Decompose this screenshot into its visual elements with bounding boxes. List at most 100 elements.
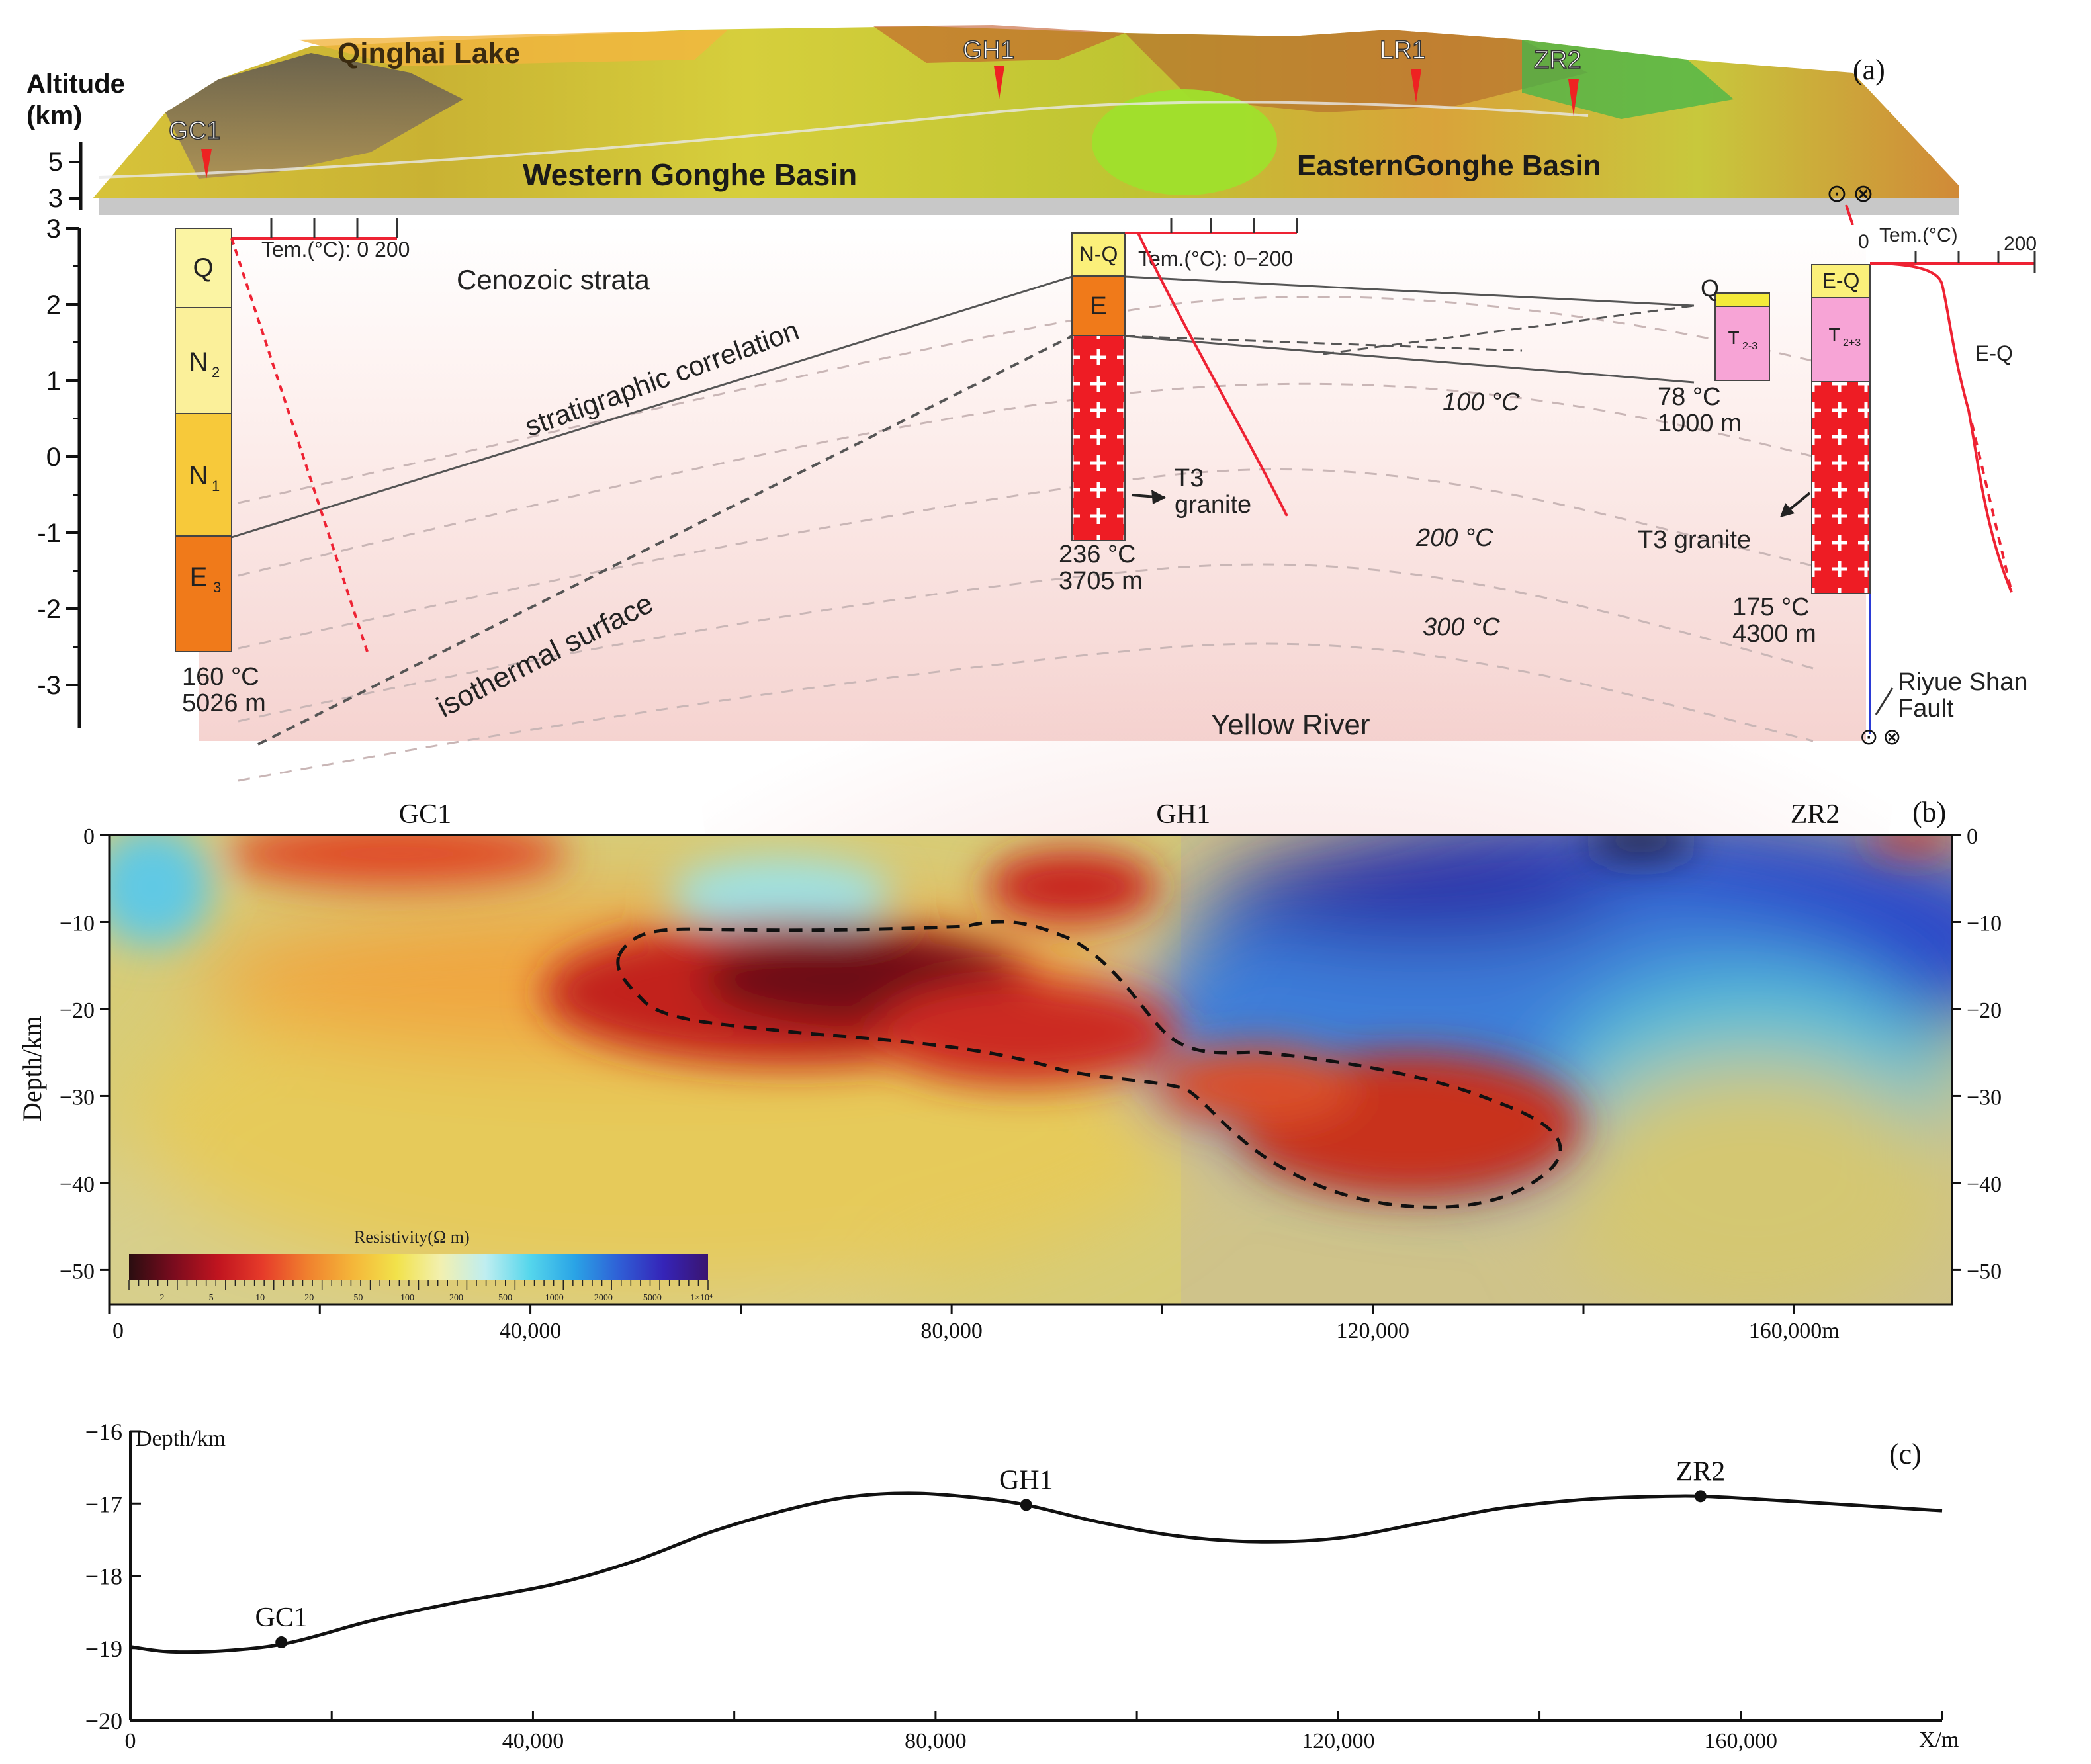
lr1-marker-icon — [1411, 69, 1421, 103]
panel-c-label: (c) — [1889, 1438, 1922, 1470]
colorbar-tick-label: 500 — [498, 1293, 512, 1303]
panel-b-axes: 0 0 −10 −10 −20 −20 −30 −30 −40 −40 −50 −50 0 40,000 8… — [60, 824, 2002, 1343]
gc1-marker-icon — [201, 149, 212, 179]
panel-c-x-tick-label: 40,000 — [502, 1729, 564, 1753]
svg-text:E: E — [190, 562, 208, 592]
well-marker-gh1: GH1 — [962, 36, 1015, 99]
panel-b-left-tick-label: −10 — [60, 911, 95, 936]
panel-c-axes: −16 −17 −18 −19 −200 40,000 80,000 120,000 160,0… — [85, 1419, 1943, 1753]
lr1-bottom-temp: 78 °C — [1658, 383, 1720, 411]
gh1-bottom-depth: 3705 m — [1059, 567, 1143, 595]
colorbar-tick-label: 5000 — [643, 1293, 662, 1303]
qinghai-lake-label: Qinghai Lake — [337, 37, 520, 69]
strike-slip-out-icon: ⊙ — [1826, 180, 1847, 208]
fault-label-line2: Fault — [1898, 695, 1954, 723]
section-altitude-ticks: 3 2 1 0 -1 -2 -3 — [37, 214, 79, 700]
yellow-river-label: Yellow River — [1211, 709, 1370, 741]
depth-curve — [130, 1491, 1943, 1654]
isotherm-300-label: 300 °C — [1423, 613, 1500, 641]
fault-label: Riyue Shan — [1898, 668, 2027, 696]
panel-b-right-tick-label: −30 — [1967, 1085, 2002, 1110]
resistivity-colorbar: Resistivity(Ω m) 2 5 10 20 50 100 200 500 1000 20… — [128, 1227, 713, 1303]
svg-text:1: 1 — [212, 478, 220, 494]
gh1-granite-arrow-icon — [1151, 490, 1166, 504]
zr2-column: E-Q T 2+3 — [1811, 264, 1871, 594]
panel-b-right-tick-label: −10 — [1967, 911, 2002, 936]
zr2-bottom-depth: 4300 m — [1732, 620, 1816, 648]
panel-c-x-tick-label: 0 — [125, 1729, 136, 1753]
colorbar-tick-label: 200 — [449, 1293, 463, 1303]
terrain-tick-3: 3 — [48, 184, 63, 213]
gh1-marker-icon — [994, 66, 1004, 99]
panel-b-left-tick-label: −30 — [60, 1085, 95, 1110]
panel-c-y-tick-label: −19 — [85, 1636, 122, 1662]
svg-text:3: 3 — [213, 579, 221, 595]
panel-b-right-tick-label: −50 — [1967, 1259, 2002, 1284]
colorbar-tick-label: 1×10⁴ — [690, 1293, 713, 1303]
section-altitude-tick-label: -2 — [37, 595, 61, 624]
isotherm-100-label: 100 °C — [1443, 388, 1520, 416]
colorbar-tick-label: 100 — [400, 1293, 414, 1303]
panel-a-label: (a) — [1853, 54, 1885, 86]
svg-text:GH1: GH1 — [963, 36, 1014, 64]
colorbar-tick-label: 1000 — [545, 1293, 564, 1303]
panel-b-x-tick-label: 0 — [112, 1319, 124, 1343]
svg-text:GC1: GC1 — [169, 117, 220, 145]
cenozoic-strata-label: Cenozoic strata — [457, 264, 650, 295]
panel-b-well-label: GH1 — [1156, 799, 1210, 830]
panel-c-y-tick-label: −16 — [85, 1419, 122, 1445]
svg-text:T: T — [1728, 328, 1739, 348]
isotherm-200-label: 200 °C — [1415, 524, 1493, 552]
strike-slip-in-icon: ⊗ — [1853, 180, 1874, 208]
svg-text:Q: Q — [1701, 275, 1719, 302]
terrain-tick-5: 5 — [48, 148, 63, 177]
panel-b-left-tick-label: 0 — [83, 824, 95, 849]
zr2-curve-label: E-Q — [1975, 341, 2013, 365]
panel-c-well-point — [1694, 1490, 1707, 1503]
panel-b-x-tick-label: 120,000 — [1336, 1319, 1409, 1343]
well-marker-gc1: GC1 — [168, 116, 221, 179]
panel-c-y-tick-label: −17 — [85, 1491, 122, 1517]
colorbar-tick-label: 10 — [255, 1293, 265, 1303]
svg-text:Q: Q — [193, 253, 213, 283]
panel-b-left-tick-label: −20 — [60, 998, 95, 1023]
panel-c-well-point — [1020, 1499, 1032, 1511]
lr1-column: Q T 2-3 — [1701, 275, 1770, 381]
panel-b-left-tick-label: −40 — [60, 1172, 95, 1197]
panel-b-label: (b) — [1912, 796, 1946, 828]
svg-text:N: N — [189, 461, 208, 490]
panel-c-y-tick-label: −18 — [85, 1564, 122, 1590]
panel-c-x-tick-label: 160,000 — [1705, 1729, 1778, 1753]
panel-c-wells: GC1 GH1 ZR2 — [255, 1456, 1725, 1649]
gh1-column: N-Q E — [1071, 232, 1126, 541]
panel-b-x-tick-label: 160,000m — [1749, 1319, 1840, 1343]
gc1-bottom-depth: 5026 m — [182, 689, 266, 717]
terrain-3d-model — [93, 25, 1959, 215]
panel-b-well-label: ZR2 — [1791, 799, 1840, 830]
gh1-bottom-temp: 236 °C — [1059, 541, 1136, 568]
gh1-granite-label: T3 — [1175, 464, 1204, 492]
svg-text:2+3: 2+3 — [1843, 337, 1861, 349]
section-altitude-tick-label: -3 — [37, 671, 61, 700]
svg-text:2-3: 2-3 — [1742, 341, 1757, 352]
zr2-marker-icon — [1568, 79, 1579, 116]
gc1-temp-axis-label: Tem.(°C): 0 200 — [261, 238, 410, 261]
altitude-label: Altitude — [26, 69, 125, 99]
panel-c-x-tick-label: 80,000 — [905, 1729, 967, 1753]
colorbar-tick-label: 20 — [304, 1293, 314, 1303]
svg-text:E: E — [1090, 292, 1106, 320]
zr2-granite-arrow-icon — [1780, 503, 1795, 517]
gc1-temperature-profile — [230, 238, 369, 652]
svg-text:2: 2 — [212, 364, 220, 380]
conductive-anomaly-outline — [616, 920, 1562, 1209]
panel-c-y-tick-label: −20 — [85, 1708, 122, 1734]
colorbar-ticks: 2 5 10 20 50 100 200 500 1000 2000 5000 1×10⁴ — [128, 1280, 713, 1303]
svg-text:N-Q: N-Q — [1079, 242, 1118, 266]
svg-text:LR1: LR1 — [1380, 36, 1426, 64]
svg-text:ZR2: ZR2 — [1534, 46, 1581, 74]
colorbar-tick-label: 2000 — [594, 1293, 613, 1303]
zr2-temp-axis-label: Tem.(°C) — [1879, 224, 1958, 246]
panel-c-well-label: GC1 — [255, 1603, 307, 1633]
gh1-temp-axis-label: Tem.(°C): 0−200 — [1138, 247, 1293, 271]
